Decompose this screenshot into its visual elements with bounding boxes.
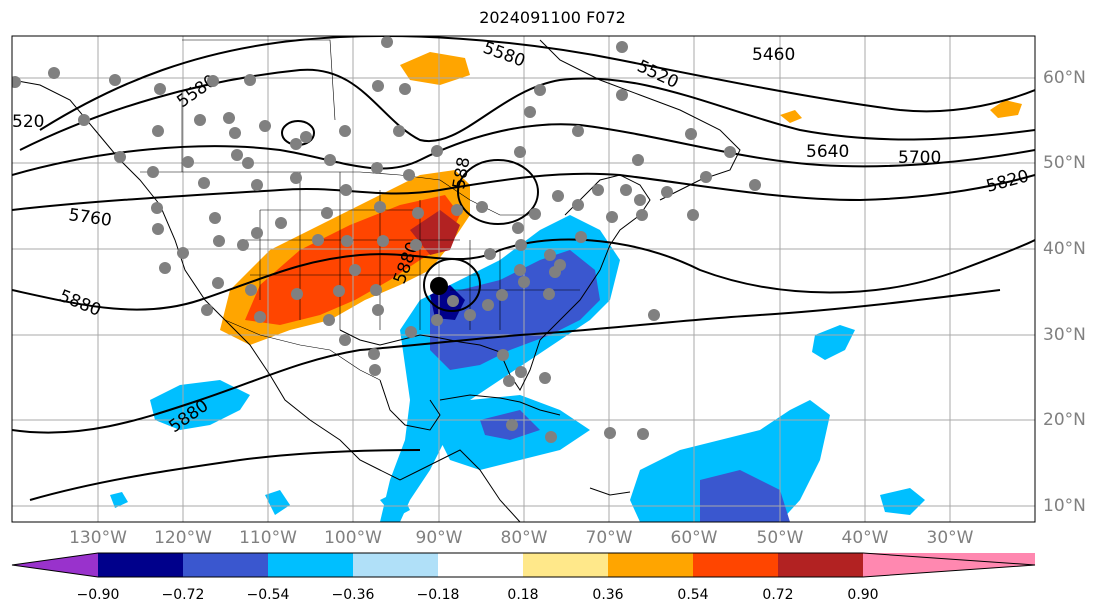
colorbar-segment <box>523 553 608 577</box>
lon-label: 30°W <box>926 528 974 548</box>
colorbar-tick: −0.90 <box>76 587 120 603</box>
lon-label: 130°W <box>69 528 127 548</box>
contour-label: 5460 <box>752 45 795 65</box>
lon-label: 50°W <box>756 528 804 548</box>
colorbar-tick: 0.72 <box>762 587 794 603</box>
contour-label: 5640 <box>806 142 849 162</box>
lon-label: 40°W <box>841 528 889 548</box>
colorbar-segment <box>778 553 863 577</box>
colorbar-segment <box>98 553 183 577</box>
colorbar-tick: 0.54 <box>677 587 709 603</box>
plot-border <box>11 35 1036 523</box>
lon-label: 80°W <box>500 528 548 548</box>
lat-label: 60°N <box>1043 68 1086 88</box>
colorbar-segment <box>693 553 778 577</box>
observation-dots <box>12 36 761 443</box>
lat-label: 30°N <box>1043 325 1086 345</box>
lat-label: 20°N <box>1043 410 1086 430</box>
contour-label: 520 <box>12 112 44 132</box>
colorbar-tick: −0.54 <box>246 587 290 603</box>
colorbar-tick: −0.72 <box>161 587 205 603</box>
lon-label: 70°W <box>585 528 633 548</box>
colorbar-tick: 0.18 <box>507 587 539 603</box>
colorbar-segment <box>608 553 693 577</box>
colorbar-segment <box>268 553 353 577</box>
contour-label: 5700 <box>898 148 941 168</box>
colorbar-tick: −0.36 <box>331 587 375 603</box>
map-title: 2024091100 F072 <box>479 8 626 27</box>
lon-label: 120°W <box>154 528 212 548</box>
colorbar <box>11 552 1036 578</box>
height-contours <box>12 36 1035 501</box>
colorbar-segment <box>183 553 268 577</box>
colorbar-tick: 0.90 <box>847 587 879 603</box>
colorbar-segment <box>438 553 523 577</box>
colorbar-tick: 0.36 <box>592 587 624 603</box>
lon-label: 60°W <box>670 528 718 548</box>
colorbar-tick: −0.18 <box>416 587 460 603</box>
lat-label: 50°N <box>1043 153 1086 173</box>
lon-label: 90°W <box>415 528 463 548</box>
colorbar-segment <box>353 553 438 577</box>
lon-label: 100°W <box>324 528 382 548</box>
lon-label: 110°W <box>239 528 297 548</box>
lat-label: 40°N <box>1043 239 1086 259</box>
lat-label: 10°N <box>1043 496 1086 516</box>
colorbar-extend-high <box>863 553 1035 577</box>
location-marker <box>430 277 448 295</box>
colorbar-extend-low <box>12 553 98 577</box>
